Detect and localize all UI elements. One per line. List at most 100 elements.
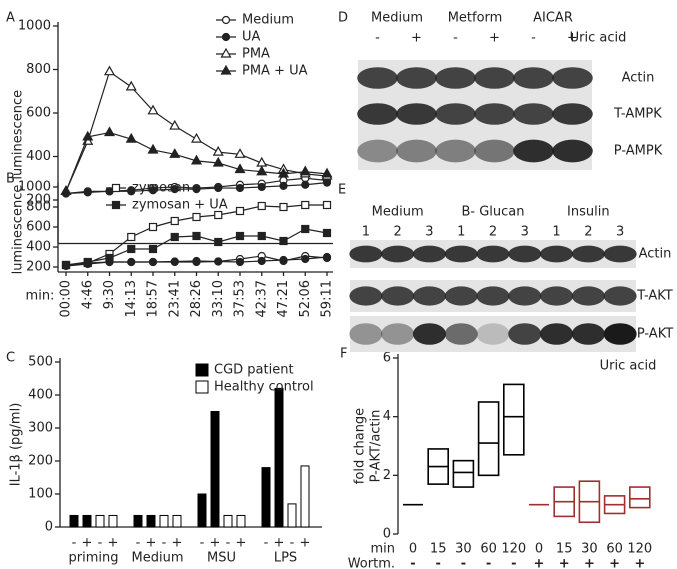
blot-band (381, 245, 415, 263)
y-axis-label: fold change (353, 408, 368, 484)
bar (95, 514, 105, 528)
sub-label: + (274, 536, 285, 551)
blot-band (571, 286, 605, 306)
blot-band (435, 67, 476, 89)
x-tick-label: 4:46 (80, 280, 95, 309)
blot-band (552, 103, 593, 125)
treatment-sign: + (559, 557, 570, 569)
panel-letter: A (6, 11, 15, 26)
y-tick-label: 1000 (18, 19, 51, 34)
blot-band (508, 323, 542, 345)
marker (169, 119, 181, 130)
row-label: P-AMPK (614, 144, 663, 159)
marker (190, 132, 203, 143)
blot-band (552, 139, 593, 163)
y-tick-label: 0 (45, 520, 53, 535)
marker (127, 232, 136, 242)
treatment-sign: + (634, 557, 645, 569)
blot-band (603, 323, 637, 345)
range-box (628, 486, 651, 509)
marker (170, 216, 179, 226)
panel-letter: B (6, 172, 15, 187)
blot-band (349, 323, 383, 345)
marker (148, 244, 158, 254)
x-tick-label: 00:00 (59, 280, 74, 317)
bar (210, 411, 220, 528)
y-axis-label: luminescence (11, 90, 26, 180)
bar (236, 514, 246, 528)
marker (169, 148, 181, 158)
legend-label: UA (242, 30, 261, 45)
x-tick-label: Medium (132, 551, 184, 566)
x-tick-label: 14:13 (124, 280, 139, 317)
blot-band (474, 139, 515, 163)
blot-band (540, 323, 574, 345)
lane-label: + (567, 31, 578, 46)
legend-swatch (195, 380, 209, 394)
blot-band (412, 286, 446, 306)
x-tick-label: 0 (409, 542, 417, 557)
marker (235, 206, 245, 216)
sub-label: + (236, 536, 247, 551)
marker (220, 47, 232, 58)
legend-label: Medium (242, 13, 294, 28)
marker (192, 185, 201, 194)
blot-band (552, 67, 593, 89)
legend-label: Healthy control (214, 380, 314, 395)
marker (234, 148, 246, 158)
treatment-sign: + (534, 557, 545, 569)
marker (301, 254, 310, 264)
marker (257, 256, 266, 266)
legend-swatch (195, 363, 209, 377)
bar (82, 514, 92, 528)
sub-label: - (136, 536, 141, 551)
x-tick-label: priming (69, 551, 119, 566)
annotation: Uric acid (600, 359, 657, 374)
blot-band (444, 245, 478, 263)
lane-label: - (453, 31, 458, 46)
marker (61, 261, 71, 271)
lane-label: - (375, 31, 380, 46)
marker (82, 130, 94, 141)
panel-letter: C (6, 351, 15, 366)
marker (105, 257, 114, 267)
treatment-sign: - (461, 557, 466, 569)
blot-band (435, 139, 476, 163)
marker (125, 132, 137, 143)
marker (127, 187, 136, 196)
marker (192, 212, 201, 222)
marker (321, 167, 333, 178)
y-tick-label: 800 (26, 62, 51, 77)
blot-band (476, 245, 510, 263)
y-tick-label: 4 (383, 409, 391, 424)
marker (235, 183, 245, 193)
y-tick-label: 300 (28, 421, 53, 436)
y-tick-label: 6 (383, 351, 391, 366)
marker (192, 231, 201, 241)
blot-band (571, 323, 605, 345)
lane-label: - (531, 31, 536, 46)
marker (214, 257, 223, 266)
range-box (452, 459, 475, 488)
marker (170, 185, 179, 194)
bar (159, 514, 169, 528)
legend-label: CGD patient (214, 363, 294, 378)
blot-band (571, 245, 605, 263)
marker (148, 222, 158, 232)
blot-band (444, 286, 478, 306)
treatment-sign: + (609, 557, 620, 569)
blot-band (603, 286, 637, 306)
marker (83, 259, 92, 269)
bar (133, 514, 143, 528)
x-tick-label: 42:37 (254, 280, 269, 317)
marker (277, 167, 290, 178)
row-label: Actin (622, 71, 655, 86)
sub-label: + (146, 536, 157, 551)
sub-label: + (210, 536, 221, 551)
panel-letter: D (338, 11, 348, 26)
blot-band (381, 323, 415, 345)
marker (212, 156, 224, 167)
x-tick-label: LPS (274, 551, 297, 566)
sub-label: + (82, 536, 93, 551)
sub-label: - (290, 536, 295, 551)
